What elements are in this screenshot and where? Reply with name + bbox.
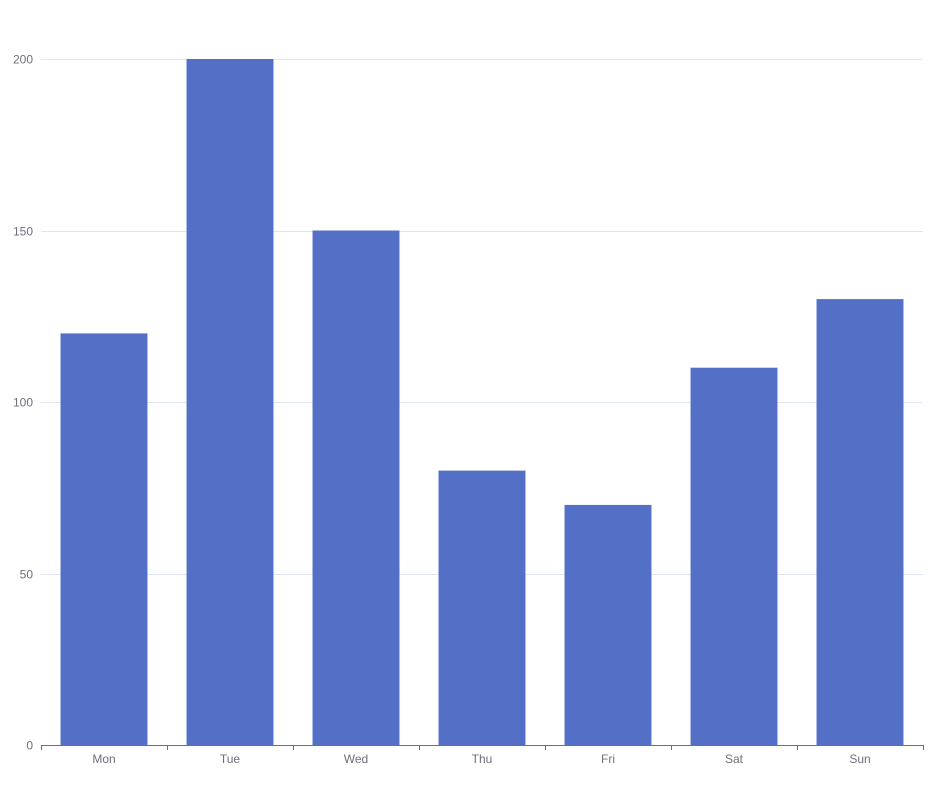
- x-tick-label: Wed: [344, 752, 368, 766]
- bar-sat: [690, 367, 778, 745]
- tick-labels: 0 50 100 150 200 Mon Tue Wed Thu Fri Sat Sun: [13, 53, 871, 767]
- bar-mon: [60, 333, 148, 745]
- bar-wed: [312, 230, 400, 745]
- bar-thu: [438, 470, 526, 745]
- y-tick-label: 50: [20, 568, 34, 582]
- x-tick-label: Mon: [92, 752, 115, 766]
- bar-tue: [186, 59, 274, 745]
- bar-sun: [816, 299, 904, 745]
- bars: [60, 59, 904, 745]
- y-tick-label: 100: [13, 396, 33, 410]
- y-tick-label: 150: [13, 225, 33, 239]
- y-tick-label: 0: [26, 739, 33, 753]
- x-tick-label: Sat: [725, 752, 744, 766]
- x-tick-label: Tue: [220, 752, 241, 766]
- bar-fri: [564, 504, 652, 745]
- x-tick-label: Sun: [849, 752, 870, 766]
- axes: [41, 745, 924, 750]
- x-tick-label: Thu: [472, 752, 493, 766]
- y-tick-label: 200: [13, 53, 33, 67]
- x-tick-label: Fri: [601, 752, 615, 766]
